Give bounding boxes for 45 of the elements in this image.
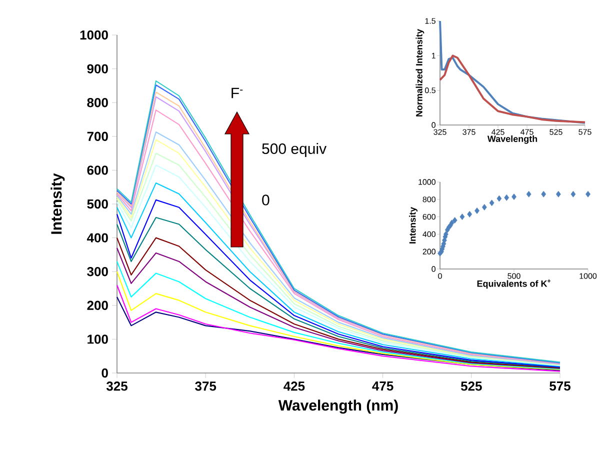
y-tick-label: 400	[422, 231, 436, 238]
x-tick-label: 525	[460, 382, 482, 391]
y-tick-label: 900	[87, 64, 108, 74]
y-axis-title: Normalized Intensity	[416, 29, 424, 116]
x-tick-label: 425	[492, 129, 504, 135]
x-axis-title: Wavelength	[487, 135, 538, 144]
annotation: F$^{-}$	[232, 88, 243, 98]
x-tick-label: 1000	[580, 273, 597, 279]
x-tick-label: 475	[520, 129, 534, 135]
annotation: 0	[262, 194, 270, 206]
x-tick-label: 425	[284, 382, 305, 391]
x-tick-label: 500	[508, 273, 520, 279]
y-tick-label: 0	[432, 122, 436, 128]
y-tick-label: 800	[87, 98, 108, 108]
y-tick-label: 400	[86, 233, 108, 242]
y-tick-label: 0	[432, 266, 436, 272]
x-axis-title: Equivalents of K$^{+}$	[477, 279, 551, 289]
y-tick-label: 700	[87, 132, 108, 141]
x-tick-label: 575	[550, 382, 570, 391]
y-tick-label: 100	[88, 334, 108, 344]
annotation: 500 equiv	[262, 143, 327, 157]
x-tick-label: 575	[578, 129, 592, 135]
y-tick-label: 600	[87, 166, 108, 175]
x-tick-label: 475	[372, 382, 394, 391]
y-axis-title: Intensity	[50, 173, 65, 234]
x-tick-label: 375	[462, 129, 476, 135]
y-tick-label: 800	[422, 196, 436, 202]
y-tick-label: 500	[87, 199, 108, 209]
y-tick-label: 1.5	[425, 18, 436, 24]
x-tick-label: 325	[434, 129, 446, 135]
y-axis-title: Intensity	[409, 207, 418, 244]
x-tick-label: 0	[438, 273, 442, 279]
y-tick-label: 1	[432, 52, 436, 58]
x-tick-label: 525	[550, 129, 562, 135]
y-tick-label: 200	[87, 300, 108, 310]
x-tick-label: 375	[195, 382, 216, 391]
y-tick-label: 600	[422, 214, 436, 220]
y-tick-label: 200	[422, 248, 436, 254]
x-tick-label: 325	[106, 382, 128, 391]
y-tick-label: 1000	[80, 30, 108, 40]
x-axis-title: Wavelength (nm)	[278, 400, 398, 414]
y-tick-label: 300	[87, 266, 108, 276]
y-tick-label: 1000	[418, 179, 436, 185]
y-tick-label: 0.5	[424, 88, 436, 94]
y-tick-label: 0	[102, 368, 108, 378]
